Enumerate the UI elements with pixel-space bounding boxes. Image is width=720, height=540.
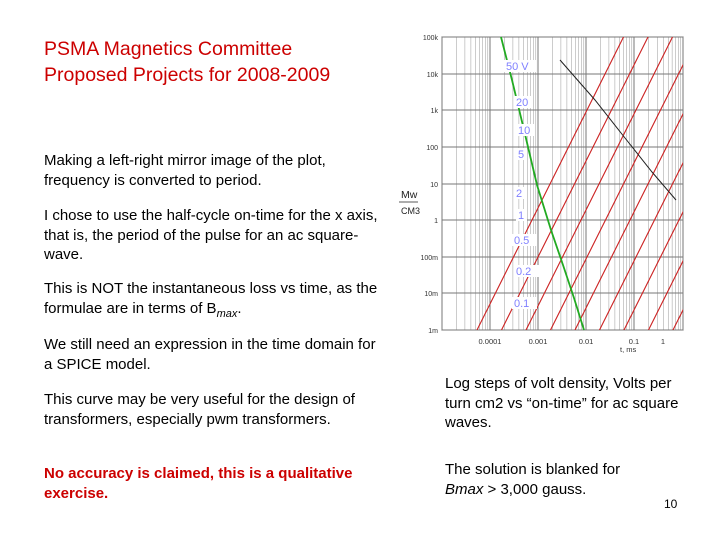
slide-title: PSMA Magnetics Committee Proposed Projec… <box>44 36 404 88</box>
series-label-bg <box>514 187 525 199</box>
y-tick-label: 100m <box>420 255 438 262</box>
chart-caption: Log steps of volt density, Volts per tur… <box>445 375 679 431</box>
series-line <box>647 259 683 330</box>
series-label: 0.1 <box>514 298 529 310</box>
bmax-label: Bmax <box>445 480 484 498</box>
series-label-bg <box>514 96 532 108</box>
x-tick-label: 0.0001 <box>479 337 502 346</box>
series-label: 20 <box>516 97 528 109</box>
paragraph-transformer-design: This curve may be very useful for the de… <box>44 391 355 428</box>
series-label: 0.2 <box>516 266 531 278</box>
y-tick-label: 10k <box>427 72 439 79</box>
series-label-bg <box>512 297 537 309</box>
series-label: 10 <box>518 125 530 137</box>
blanked-note-suffix: > 3,000 gauss. <box>483 480 587 498</box>
series-line <box>525 37 674 330</box>
paragraph-not-instantaneous: This is NOT the instantaneous loss vs ti… <box>44 279 389 324</box>
y-tick-label: 1 <box>434 218 438 225</box>
y-tick-label: 100 <box>426 145 438 152</box>
y-tick-label: 10m <box>424 291 438 298</box>
series-label-bg <box>504 60 536 72</box>
warning-text: No accuracy is claimed, this is a qualit… <box>44 465 353 502</box>
series-label-bg <box>516 148 527 160</box>
paragraph-half-cycle: I chose to use the half-cycle on-time fo… <box>44 207 378 263</box>
x-axis-label: t, ms <box>620 345 636 354</box>
x-tick-label: 0.01 <box>579 337 594 346</box>
y-tick-label: 10 <box>430 182 438 189</box>
paragraph-spice-model: We still need an expression in the time … <box>44 336 376 373</box>
series-label-bg <box>516 209 527 221</box>
series-line <box>598 161 683 330</box>
series-label: 5 <box>518 149 524 161</box>
series-label: 1 <box>518 210 524 222</box>
blanking-boundary-line <box>500 36 585 331</box>
paragraph-end: . <box>237 299 242 317</box>
series-line <box>476 37 625 330</box>
x-tick-label: 0.1 <box>629 337 639 346</box>
series-label: 2 <box>516 188 522 200</box>
series-line <box>549 63 683 330</box>
y-axis-label-bottom: CM3 <box>401 206 420 216</box>
y-axis-label-top: Mw <box>401 189 418 201</box>
paragraph-mirror-image: Making a left-right mirror image of the … <box>44 152 326 189</box>
x-tick-label: 1 <box>661 337 665 346</box>
y-tick-label: 1k <box>431 108 439 115</box>
series-line <box>683 30 720 360</box>
page-number: 10 <box>664 497 678 511</box>
y-tick-label: 1m <box>428 328 438 335</box>
series-label: 0.5 <box>514 235 529 247</box>
series-line <box>574 112 683 330</box>
series-line <box>623 210 683 330</box>
title-line-2: Proposed Projects for 2008-2009 <box>44 64 331 86</box>
series-label-bg <box>512 234 537 246</box>
series-label-bg <box>516 124 534 136</box>
blanked-note: The solution is blanked for Bmax > 3,000 … <box>445 460 675 499</box>
blanked-note-prefix: The solution is blanked for <box>445 461 621 478</box>
series-label-bg <box>514 265 539 277</box>
y-tick-label: 100k <box>423 35 439 42</box>
x-tick-label: 0.001 <box>529 337 548 346</box>
annotation-curve <box>559 59 677 201</box>
series-label: 50 V <box>506 61 529 73</box>
paragraph-main-text: This is NOT the instantaneous loss vs ti… <box>44 280 378 317</box>
title-line-1: PSMA Magnetics Committee <box>44 38 293 60</box>
bmax-subscript: max <box>216 307 238 320</box>
series-line <box>707 30 720 360</box>
